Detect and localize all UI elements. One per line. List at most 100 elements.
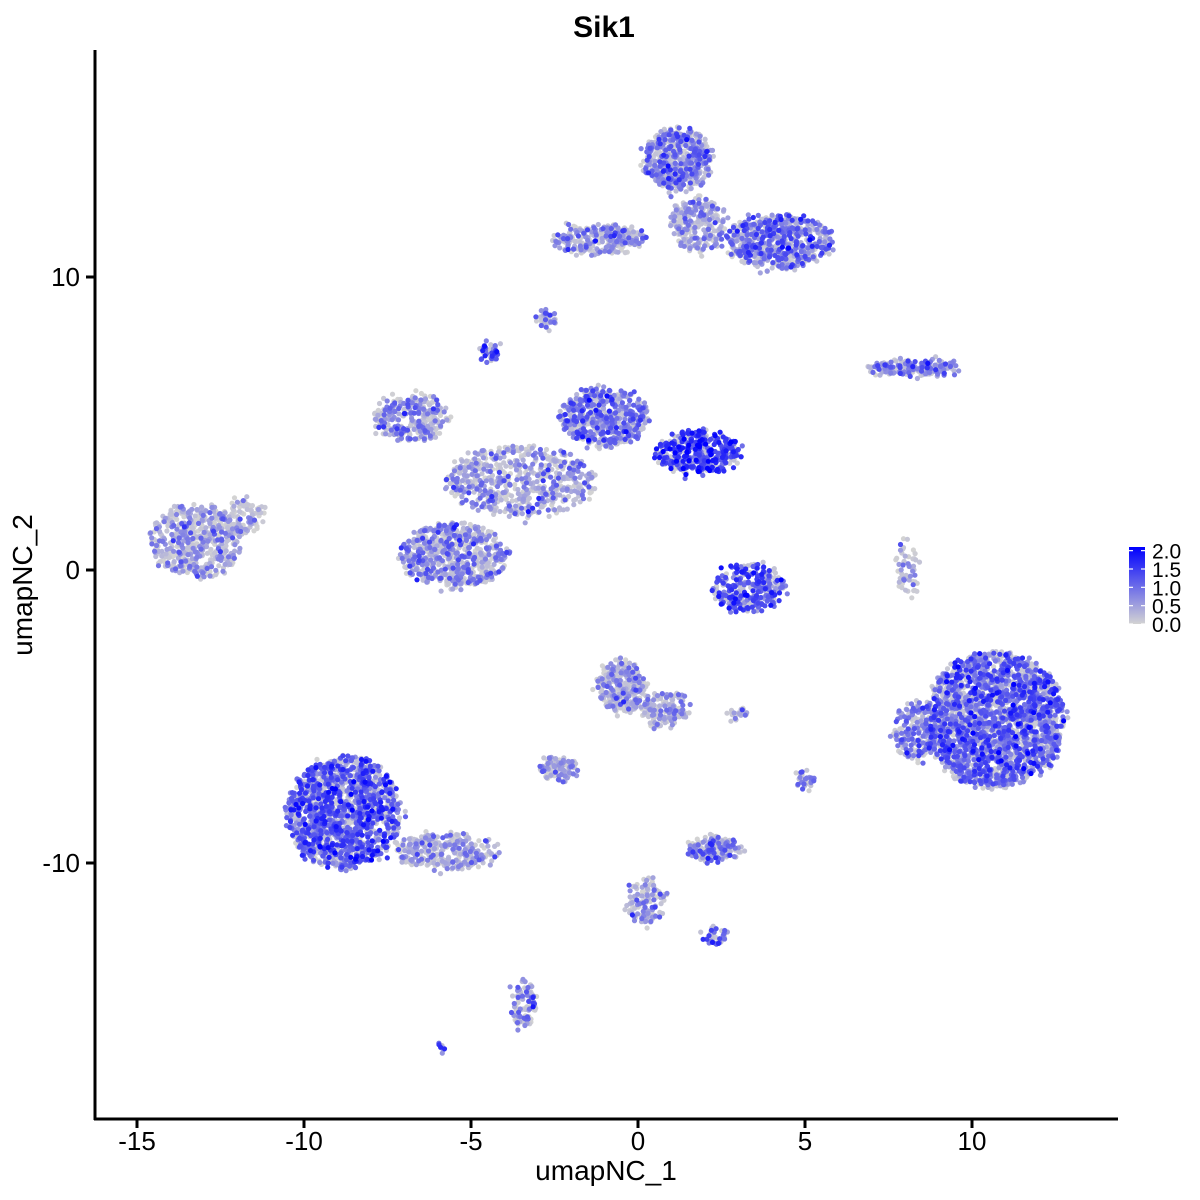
cell-point xyxy=(728,718,734,724)
cell-point xyxy=(402,808,408,815)
cell-point xyxy=(353,759,359,766)
cell-point xyxy=(396,815,403,821)
cell-point xyxy=(588,489,594,495)
cell-point xyxy=(632,884,639,890)
cell-point xyxy=(900,536,907,542)
cell-point xyxy=(866,364,872,370)
cell-point xyxy=(376,400,383,407)
cell-point xyxy=(653,151,659,157)
cell-point xyxy=(373,430,379,437)
cell-point xyxy=(656,149,663,155)
cell-point xyxy=(488,342,494,348)
cell-point xyxy=(503,463,509,469)
cell-point xyxy=(508,464,514,470)
cell-point xyxy=(475,864,481,870)
cell-point xyxy=(392,839,398,845)
cell-point xyxy=(509,493,515,499)
cell-point xyxy=(314,756,320,763)
cell-point xyxy=(698,929,704,935)
cell-point xyxy=(571,502,577,508)
cell-point xyxy=(437,430,443,436)
cell-point xyxy=(897,750,904,756)
cell-point xyxy=(191,501,197,508)
cell-point xyxy=(185,544,191,551)
cell-point xyxy=(627,894,633,900)
cell-point xyxy=(515,999,521,1006)
cell-point xyxy=(254,523,260,529)
cell-point xyxy=(231,495,238,501)
cell-point xyxy=(702,136,708,142)
cell-point xyxy=(198,526,204,532)
cell-point xyxy=(586,496,593,502)
cell-point xyxy=(903,587,909,593)
cell-point xyxy=(497,341,503,347)
cell-point xyxy=(572,238,578,244)
cell-point xyxy=(642,710,648,716)
cell-point xyxy=(249,503,255,509)
cell-point xyxy=(772,570,779,576)
cell-point xyxy=(695,219,701,225)
cell-point xyxy=(647,720,653,726)
cell-point xyxy=(452,459,458,465)
cell-point xyxy=(459,520,465,526)
cell-point xyxy=(503,483,509,489)
cell-point xyxy=(541,755,547,761)
cell-point xyxy=(1065,715,1071,721)
cell-point xyxy=(622,250,628,256)
cell-point xyxy=(804,767,810,773)
cell-point xyxy=(904,536,911,542)
cell-point xyxy=(629,224,635,230)
cell-point xyxy=(244,506,250,512)
cell-point xyxy=(914,588,920,594)
cell-point xyxy=(913,557,919,563)
cell-point xyxy=(640,425,646,432)
cell-point xyxy=(231,521,237,527)
cell-point xyxy=(899,571,905,577)
cell-point xyxy=(724,710,730,716)
cell-point xyxy=(223,548,229,554)
cell-point xyxy=(670,697,676,703)
cell-point xyxy=(742,848,748,854)
cell-point xyxy=(686,710,692,716)
cell-point xyxy=(509,993,516,999)
cell-point xyxy=(244,502,251,508)
cell-point xyxy=(543,446,550,453)
cell-point xyxy=(208,546,214,552)
cell-point xyxy=(480,525,486,531)
cell-point xyxy=(826,251,832,257)
cell-point xyxy=(699,253,705,259)
cell-point xyxy=(627,660,633,666)
cell-point xyxy=(599,688,605,694)
cell-point xyxy=(454,832,460,838)
cell-point xyxy=(644,925,650,931)
cell-point xyxy=(897,726,903,732)
cell-point xyxy=(657,703,663,709)
cell-point xyxy=(413,388,419,394)
cell-point xyxy=(546,328,552,334)
cell-point xyxy=(503,496,509,502)
cell-point xyxy=(157,559,163,565)
cell-point xyxy=(771,566,777,572)
cell-point xyxy=(236,508,243,515)
cell-point xyxy=(896,579,902,585)
cell-point xyxy=(476,838,482,844)
cell-point xyxy=(467,521,473,528)
cell-point xyxy=(658,901,664,907)
cell-point xyxy=(506,513,512,520)
cell-point xyxy=(437,871,444,877)
cell-point xyxy=(426,402,433,408)
cell-point xyxy=(381,395,387,401)
cell-point xyxy=(948,661,954,667)
cell-point xyxy=(614,713,621,719)
cell-point xyxy=(950,732,956,738)
cell-point xyxy=(545,456,551,462)
cell-point xyxy=(168,510,174,516)
points-layer xyxy=(147,124,1071,1056)
cell-point xyxy=(806,788,812,794)
cell-point xyxy=(557,408,563,414)
cell-point xyxy=(159,553,165,559)
cell-point xyxy=(512,482,518,488)
cell-point xyxy=(590,686,596,693)
cell-point xyxy=(595,221,601,228)
cell-point xyxy=(912,551,918,557)
